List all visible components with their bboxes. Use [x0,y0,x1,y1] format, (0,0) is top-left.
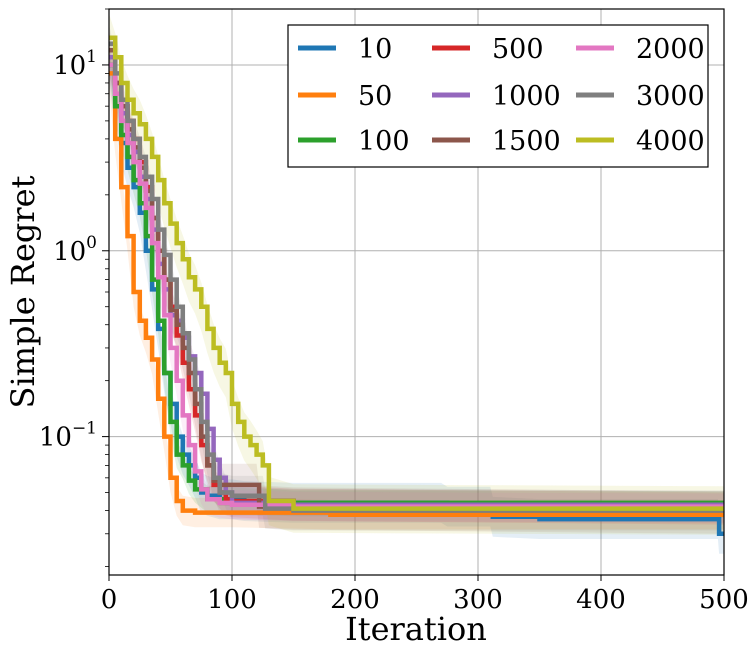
y-axis-title: Simple Regret [4,175,42,408]
band-50 [109,58,724,530]
legend-label-50: 50 [358,81,392,112]
series-line-3000 [109,41,724,513]
x-tick-label: 0 [101,585,118,615]
series-line-4000 [109,35,724,511]
x-tick-label: 500 [699,585,749,615]
x-axis-ticks: 0 100 200 300 400 500 [101,575,749,615]
y-axis-ticks: 101 100 10−1 [39,8,109,567]
legend-label-500: 500 [492,34,544,65]
legend-label-3000: 3000 [636,81,705,112]
x-tick-label: 400 [576,585,626,615]
y-tick-label: 100 [53,233,97,267]
legend-label-1500: 1500 [492,126,561,157]
legend: 10 50 100 500 1000 1500 2000 3000 4000 [287,24,709,168]
legend-frame [287,24,709,168]
y-tick-label: 101 [53,47,97,81]
x-tick-label: 300 [453,585,503,615]
legend-label-4000: 4000 [636,126,705,157]
legend-label-1000: 1000 [492,81,561,112]
x-tick-label: 100 [207,585,257,615]
legend-label-100: 100 [358,126,410,157]
x-axis-title: Iteration [345,610,487,648]
series-line-2000 [109,62,724,509]
legend-label-10: 10 [358,34,392,65]
series-lines [109,35,724,537]
y-tick-label: 10−1 [39,419,97,453]
legend-label-2000: 2000 [636,34,705,65]
x-tick-label: 200 [330,585,380,615]
series-line-50 [109,71,724,517]
